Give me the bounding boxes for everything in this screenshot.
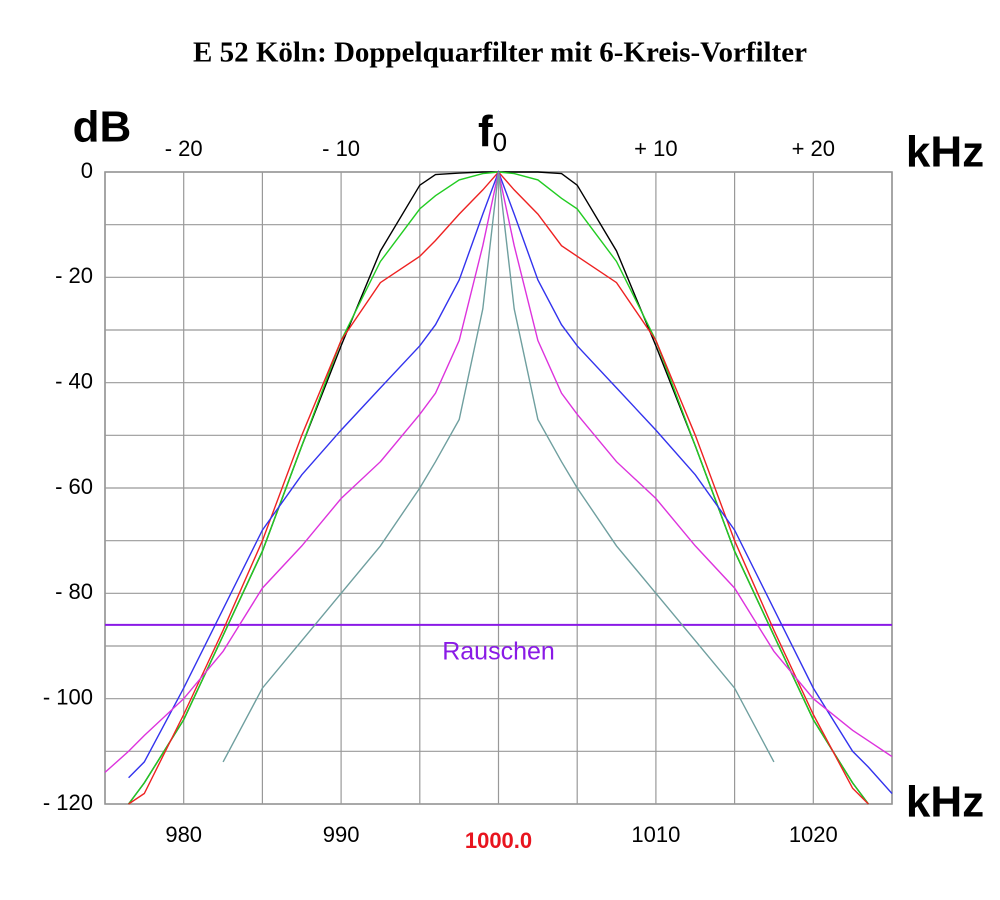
y-tick-label: - 40: [55, 368, 93, 393]
x-tick-label: 990: [323, 822, 360, 847]
x-tick-label: 1010: [631, 822, 680, 847]
y-tick-label: - 80: [55, 579, 93, 604]
x2-tick-label: f0: [478, 107, 507, 157]
chart-title: E 52 Köln: Doppelquarfilter mit 6-Kreis-…: [193, 37, 807, 69]
x2-tick-label-sub: 0: [493, 127, 507, 157]
y-tick-label: - 120: [43, 790, 93, 815]
y-tick-label: - 20: [55, 263, 93, 288]
x-axis-label: kHz: [906, 778, 984, 827]
series-line: [222, 171, 775, 763]
x2-axis-label: kHz: [906, 128, 984, 177]
x2-tick-label: - 20: [165, 136, 203, 161]
x-tick-label: 1000.0: [465, 828, 532, 853]
y-tick-label: - 100: [43, 684, 93, 709]
noise-label: Rauschen: [442, 638, 555, 666]
y-tick-label: 0: [81, 158, 93, 183]
x2-tick-label: - 10: [322, 136, 360, 161]
x-tick-label: 1020: [789, 822, 838, 847]
x2-tick-label: + 10: [634, 136, 677, 161]
x-tick-label: 980: [165, 822, 202, 847]
y-tick-label: - 60: [55, 474, 93, 499]
series-line: [128, 169, 893, 794]
x2-tick-label: + 20: [792, 136, 835, 161]
y-axis-label: dB: [73, 103, 132, 152]
x2-tick-label-main: f: [478, 107, 493, 156]
